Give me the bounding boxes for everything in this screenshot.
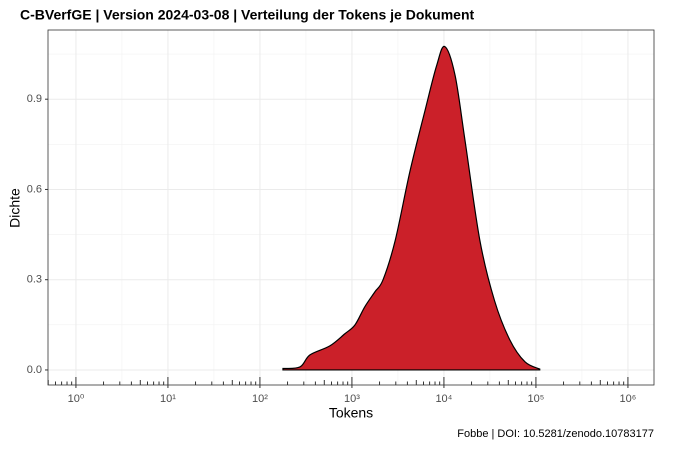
y-axis-label: Dichte [7,188,23,228]
density-area [282,45,541,371]
y-tick-label: 0.0 [27,364,42,376]
x-axis-label: Tokens [329,405,373,421]
chart-title: C-BVerfGE | Version 2024-03-08 | Verteil… [20,7,475,23]
x-tick-label: 10³ [344,393,360,405]
x-tick-label: 10⁰ [68,393,85,405]
panel-border [47,29,655,386]
y-tick-label: 0.3 [27,274,42,286]
x-tick-label: 10² [252,393,268,405]
x-tick-label: 10¹ [160,393,176,405]
y-tick-label: 0.6 [27,183,42,195]
x-tick-label: 10⁴ [435,393,452,405]
x-tick-label: 10⁶ [620,393,637,405]
x-tick-label: 10⁵ [528,393,545,405]
y-tick-label: 0.9 [27,93,42,105]
caption: Fobbe | DOI: 10.5281/zenodo.10783177 [457,428,654,440]
